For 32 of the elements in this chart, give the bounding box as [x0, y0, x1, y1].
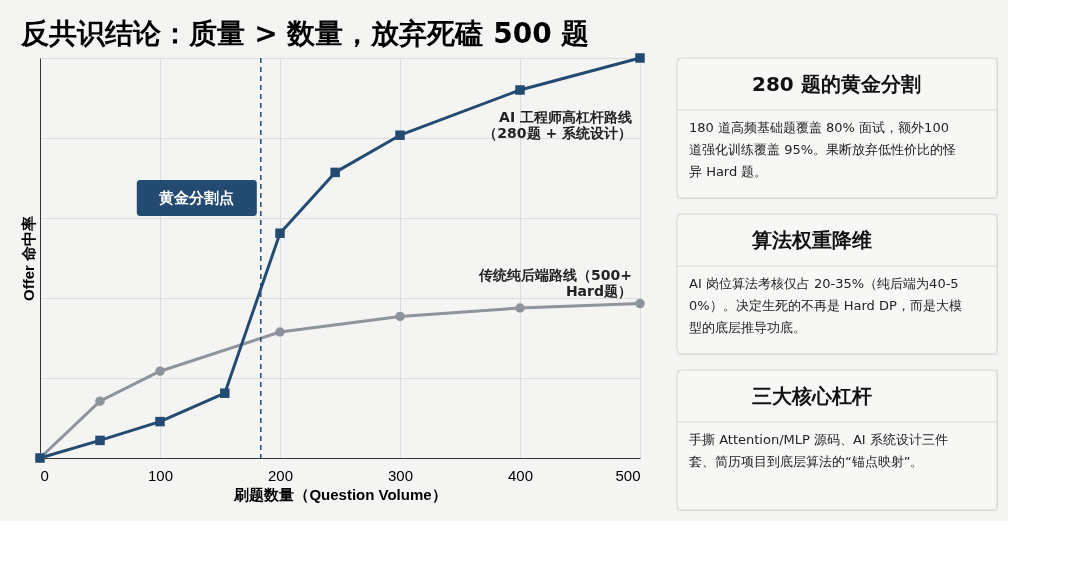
point [515, 85, 525, 95]
point [330, 167, 340, 178]
text: 180 道高频基础题覆盖 80% 面试，额外100 道强化训练覆盖 95%。果断放弃低性价比的怪异 Hard 题。 [689, 120, 957, 179]
text: 280 题的黄金分割 [752, 72, 921, 96]
x-tick-label: 500 [615, 466, 641, 484]
point [515, 303, 525, 313]
point [155, 416, 165, 427]
series-label: 传统纯后端路线（500+ Hard题） [478, 266, 632, 299]
point [635, 53, 645, 63]
point [395, 130, 405, 140]
x-tick-label: 400 [507, 466, 534, 484]
x-tick-label: 200 [267, 466, 294, 484]
chart-title: 反共识结论：质量 > 数量，放弃死磕 500 题 [19, 16, 590, 50]
x-axis-title: 刷题数量（Question Volume） [233, 485, 447, 503]
x-tick-label: 100 [147, 466, 174, 484]
x-tick-label: 0 [40, 466, 49, 484]
point [635, 298, 645, 309]
point [95, 396, 105, 406]
text: AI 岗位算法考核仅占 20-35%（纯后端为40-50%）。决定生死的不再是 Hard DP，而是大模型的底层推导功底。 [689, 276, 962, 335]
point [395, 311, 405, 322]
text: 三大核心杠杆 [752, 384, 872, 408]
y-axis-title: Offer 命中率 [19, 215, 37, 302]
text: 手撕 Attention/MLP 源码、AI 系统设计三件套、简历项目到底层算法的“锚点映射”。 [689, 432, 948, 469]
ref-line-label: 黄金分割点 [158, 189, 235, 207]
text: 算法权重降维 [751, 228, 872, 252]
point [155, 366, 165, 376]
series-label: AI 工程师高杠杆路线（280题 + 系统设计） [483, 109, 632, 141]
point [220, 388, 230, 398]
x-tick-label: 300 [387, 466, 414, 484]
point [275, 228, 285, 238]
point [95, 435, 105, 446]
point [275, 327, 285, 337]
